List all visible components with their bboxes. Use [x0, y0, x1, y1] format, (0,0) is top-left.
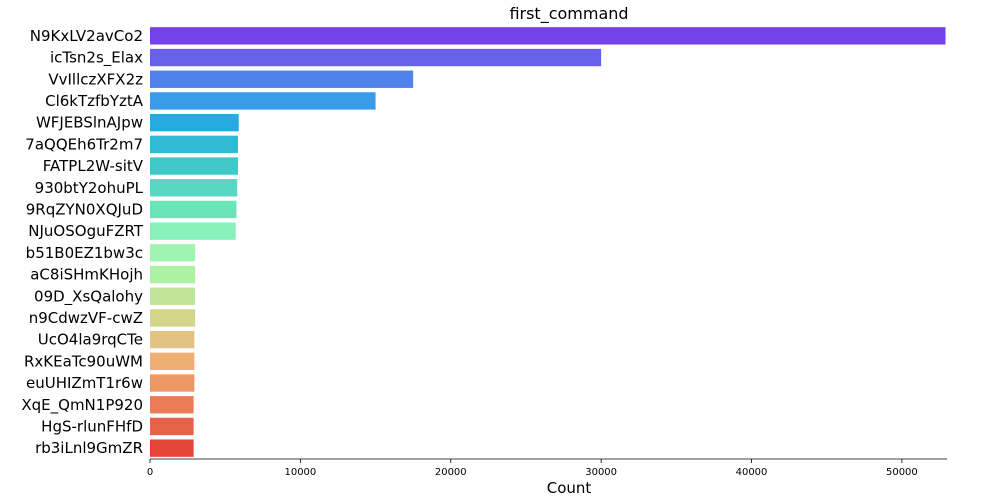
bar-7aQQEh6Tr2m7 — [150, 135, 238, 154]
category-label: Cl6kTzfbYztA — [45, 92, 144, 110]
category-label: 09D_XsQalohy — [34, 287, 143, 306]
bar-9RqZYN0XQJuD — [150, 200, 237, 219]
category-label: rb3iLnl9GmZR — [35, 439, 143, 457]
bar-aC8iSHmKHojh — [150, 265, 196, 284]
bar-b51B0EZ1bw3c — [150, 244, 196, 262]
category-label: 930btY2ohuPL — [35, 179, 144, 197]
bar-N9KxLV2avCo2 — [150, 27, 946, 45]
category-label: XqE_QmN1P920 — [21, 396, 143, 415]
bar-euUHIZmT1r6w — [150, 374, 195, 392]
category-label: icTsn2s_Elax — [50, 49, 143, 68]
category-label: WFJEBSlnAJpw — [36, 114, 143, 132]
x-tick-label: 0 — [147, 467, 153, 478]
category-labels-group: N9KxLV2avCo2 icTsn2s_Elax VvIllczXFX2z Cl6k… — [21, 27, 143, 457]
category-label: b51B0EZ1bw3c — [26, 244, 143, 262]
category-label: euUHIZmT1r6w — [26, 374, 143, 392]
x-axis-label: Count — [547, 479, 592, 497]
x-tick-label: 50000 — [886, 467, 918, 478]
category-label: 9RqZYN0XQJuD — [26, 200, 143, 218]
bar-VvIllczXFX2z — [150, 70, 414, 88]
bar-HgS-rlunFHfD — [150, 417, 194, 436]
category-label: aC8iSHmKHojh — [30, 266, 143, 284]
bar-RxKEaTc90uWM — [150, 352, 195, 371]
bar-FATPL2W-sitV — [150, 157, 238, 175]
bar-XqE_QmN1P920 — [150, 396, 194, 414]
category-label: FATPL2W-sitV — [43, 157, 144, 175]
bar-09D_XsQalohy — [150, 287, 196, 305]
bar-UcO4la9rqCTe — [150, 330, 195, 349]
bar-rb3iLnl9GmZR — [150, 439, 194, 457]
bar-930btY2ohuPL — [150, 179, 238, 197]
category-label: HgS-rlunFHfD — [41, 417, 143, 435]
x-tick-label: 30000 — [585, 467, 617, 478]
category-label: VvIllczXFX2z — [48, 70, 143, 88]
bars-group — [150, 27, 946, 457]
chart-title: first_command — [509, 4, 628, 24]
category-label: n9CdwzVF-cwZ — [29, 309, 143, 327]
bar-Cl6kTzfbYztA — [150, 92, 376, 110]
x-tick-label: 10000 — [284, 467, 316, 478]
bar-n9CdwzVF-cwZ — [150, 309, 196, 327]
x-ticks-group: 0 10000 20000 30000 40000 50000 — [147, 459, 918, 478]
category-label: RxKEaTc90uWM — [24, 352, 143, 370]
x-tick-label: 20000 — [435, 467, 467, 478]
category-label: UcO4la9rqCTe — [38, 331, 143, 349]
category-label: 7aQQEh6Tr2m7 — [25, 135, 143, 153]
category-label: N9KxLV2avCo2 — [30, 27, 143, 45]
bar-icTsn2s_Elax — [150, 48, 602, 67]
bar-WFJEBSlnAJpw — [150, 113, 239, 132]
bar-NJuOSOguFZRT — [150, 222, 236, 240]
category-label: NJuOSOguFZRT — [28, 222, 144, 240]
x-tick-label: 40000 — [736, 467, 768, 478]
